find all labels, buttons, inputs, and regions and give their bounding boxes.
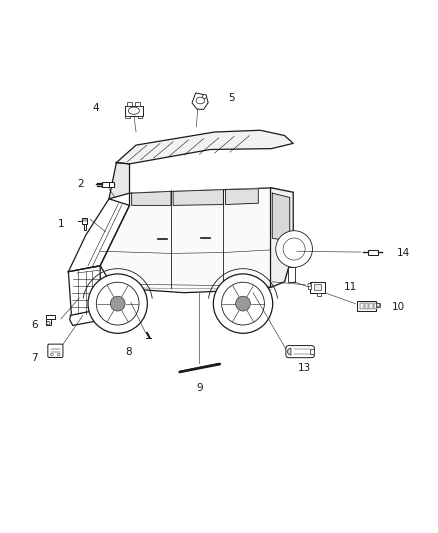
- Text: 7: 7: [31, 353, 38, 363]
- Circle shape: [276, 231, 312, 268]
- Text: 11: 11: [343, 282, 357, 293]
- Bar: [367, 249, 378, 255]
- Text: 4: 4: [92, 103, 99, 114]
- Text: 10: 10: [392, 302, 405, 312]
- Polygon shape: [272, 193, 290, 241]
- Polygon shape: [100, 188, 293, 293]
- Text: 2: 2: [77, 180, 84, 189]
- Text: 6: 6: [31, 320, 38, 330]
- Text: 8: 8: [125, 346, 132, 357]
- FancyBboxPatch shape: [48, 344, 63, 358]
- Circle shape: [202, 95, 206, 99]
- Bar: [369, 303, 373, 309]
- Bar: [308, 284, 311, 289]
- Bar: [317, 293, 321, 296]
- Polygon shape: [109, 163, 130, 199]
- Polygon shape: [132, 191, 171, 205]
- Bar: [138, 116, 142, 118]
- Polygon shape: [70, 309, 105, 326]
- Bar: [357, 301, 376, 311]
- Circle shape: [46, 321, 50, 325]
- Circle shape: [88, 274, 148, 333]
- Bar: [310, 350, 314, 354]
- Circle shape: [110, 296, 125, 311]
- Bar: [125, 106, 143, 116]
- Circle shape: [283, 238, 305, 260]
- Polygon shape: [117, 130, 293, 164]
- Bar: [109, 182, 113, 187]
- Bar: [365, 303, 368, 309]
- Bar: [127, 102, 132, 106]
- Polygon shape: [271, 188, 293, 287]
- Bar: [376, 303, 380, 308]
- Polygon shape: [68, 199, 130, 272]
- Bar: [288, 244, 294, 264]
- Polygon shape: [226, 189, 258, 205]
- Bar: [46, 319, 50, 325]
- Circle shape: [222, 282, 265, 325]
- Circle shape: [57, 353, 60, 356]
- Text: 5: 5: [229, 93, 235, 103]
- Circle shape: [377, 304, 380, 307]
- Bar: [360, 303, 364, 309]
- Bar: [84, 224, 85, 230]
- Text: 13: 13: [297, 363, 311, 373]
- Wedge shape: [287, 348, 291, 355]
- Circle shape: [308, 284, 311, 287]
- Ellipse shape: [128, 107, 139, 115]
- Bar: [374, 303, 378, 309]
- Bar: [102, 182, 109, 187]
- Ellipse shape: [196, 97, 205, 104]
- Bar: [310, 281, 325, 293]
- Bar: [46, 314, 55, 319]
- Polygon shape: [68, 265, 100, 316]
- Polygon shape: [192, 93, 208, 109]
- Bar: [125, 116, 130, 118]
- Polygon shape: [173, 190, 223, 205]
- Circle shape: [50, 353, 53, 356]
- Bar: [82, 218, 87, 224]
- FancyBboxPatch shape: [286, 345, 314, 358]
- Bar: [135, 102, 140, 106]
- Text: 14: 14: [397, 248, 410, 259]
- Circle shape: [96, 282, 139, 325]
- Circle shape: [236, 296, 251, 311]
- Text: 1: 1: [57, 219, 64, 229]
- Text: 9: 9: [196, 383, 203, 393]
- Bar: [314, 284, 321, 290]
- Circle shape: [213, 274, 273, 333]
- Bar: [288, 266, 294, 282]
